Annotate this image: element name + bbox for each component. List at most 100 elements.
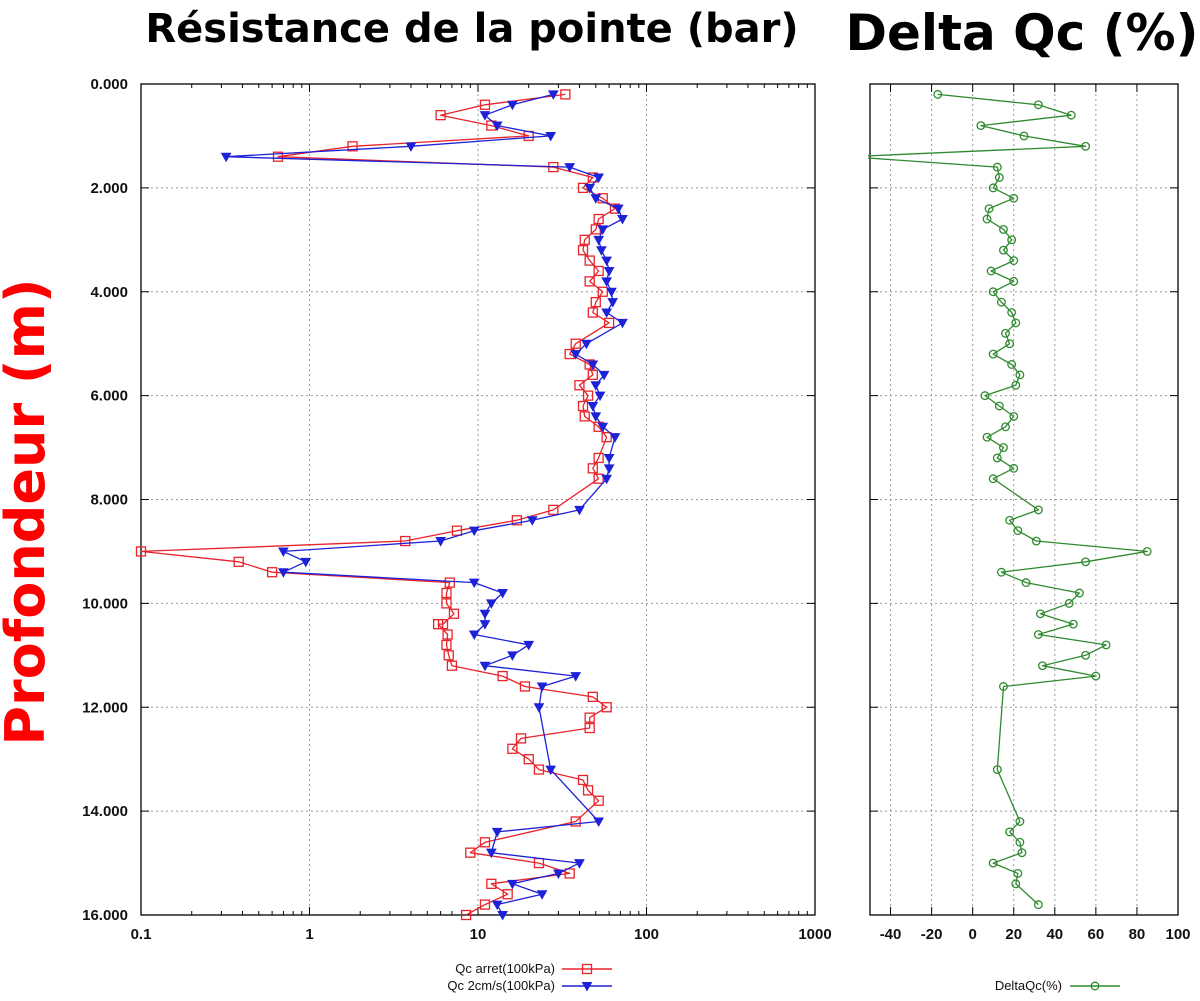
- y-tick-label: 12.000: [82, 699, 128, 716]
- data-point-qc-2cms: [601, 256, 612, 267]
- data-point-qc-2cms: [468, 526, 480, 537]
- data-point-qc-2cms: [587, 402, 599, 412]
- data-point-qc-2cms: [405, 142, 417, 152]
- data-point-qc-2cms: [584, 183, 596, 194]
- data-point-delta-qc: [999, 443, 1008, 453]
- data-point-qc-2cms: [564, 163, 576, 173]
- data-point-qc-arret: [511, 515, 522, 526]
- data-point-delta-qc: [1013, 526, 1023, 536]
- y-tick-label: 14.000: [82, 803, 128, 820]
- data-point-delta-qc: [1021, 578, 1031, 588]
- data-point-qc-arret: [441, 639, 452, 651]
- data-point-qc-arret: [587, 369, 598, 381]
- data-point-qc-2cms: [609, 433, 621, 443]
- data-point-qc-2cms: [606, 287, 617, 298]
- data-point-qc-2cms: [547, 90, 559, 100]
- data-point-qc-arret: [451, 525, 463, 536]
- data-point-delta-qc: [988, 287, 998, 297]
- x-tick-label: -40: [880, 926, 902, 943]
- data-point-qc-2cms: [590, 194, 602, 204]
- plot-frame: [869, 83, 1179, 916]
- data-point-qc-2cms: [593, 817, 605, 828]
- data-point-qc-2cms: [220, 152, 232, 163]
- x-tick-label: 100: [1165, 926, 1190, 943]
- data-point-qc-2cms: [491, 121, 503, 132]
- data-point-qc-arret: [601, 702, 612, 713]
- data-point-qc-2cms: [468, 578, 480, 589]
- legend-marker: [581, 963, 593, 975]
- data-point-qc-arret: [233, 556, 244, 567]
- data-point-qc-arret: [560, 89, 571, 100]
- data-point-qc-2cms: [601, 277, 612, 287]
- series-line-qc-2cms: [225, 93, 624, 916]
- data-point-delta-qc: [1015, 837, 1025, 847]
- data-point-delta-qc: [994, 173, 1004, 182]
- data-point-qc-2cms: [597, 225, 609, 235]
- data-point-delta-qc: [988, 349, 998, 359]
- x-tick-label: 1000: [798, 926, 831, 943]
- data-point-delta-qc: [1033, 100, 1043, 110]
- series-line-delta-qc: [868, 93, 1148, 906]
- data-point-qc-arret: [601, 432, 612, 443]
- data-point-delta-qc: [1005, 339, 1015, 349]
- data-point-qc-2cms: [574, 505, 585, 516]
- data-point-delta-qc: [1019, 131, 1029, 141]
- chart-title-right: Delta Qc (%): [846, 4, 1199, 62]
- data-point-delta-qc: [1091, 671, 1101, 681]
- data-point-qc-2cms: [594, 391, 606, 402]
- data-point-qc-arret: [272, 151, 284, 162]
- data-point-qc-2cms: [581, 339, 592, 350]
- data-point-qc-2cms: [612, 204, 624, 215]
- data-point-delta-qc: [996, 297, 1006, 307]
- data-point-qc-arret: [444, 577, 455, 588]
- data-point-qc-arret: [603, 317, 615, 329]
- data-point-qc-arret: [590, 296, 601, 308]
- x-tick-label: 1: [305, 926, 313, 943]
- data-point-delta-qc: [1011, 879, 1021, 889]
- data-point-qc-2cms: [590, 412, 602, 422]
- legend-marker: [581, 982, 593, 992]
- data-point-qc-arret: [479, 837, 491, 848]
- data-point-delta-qc: [1033, 630, 1043, 639]
- data-point-qc-arret: [507, 743, 518, 754]
- data-point-qc-arret: [515, 733, 527, 744]
- data-point-qc-arret: [135, 546, 147, 557]
- data-point-delta-qc: [999, 245, 1008, 255]
- x-tick-label: 100: [634, 926, 659, 943]
- data-point-delta-qc: [1007, 308, 1017, 317]
- data-point-qc-2cms: [300, 557, 312, 568]
- data-point-delta-qc: [988, 474, 998, 484]
- data-point-delta-qc: [1009, 256, 1019, 266]
- data-point-qc-arret: [584, 722, 595, 734]
- data-point-qc-2cms: [601, 474, 612, 485]
- data-point-qc-arret: [587, 691, 598, 703]
- data-point-delta-qc: [1005, 827, 1015, 837]
- data-point-qc-arret: [577, 400, 589, 412]
- data-point-delta-qc: [982, 214, 992, 224]
- data-point-qc-arret: [584, 712, 595, 723]
- data-point-delta-qc: [1001, 328, 1010, 338]
- data-point-qc-arret: [593, 452, 604, 464]
- series-group-delta: [846, 89, 1152, 910]
- x-tick-label: 40: [1046, 926, 1063, 943]
- data-point-delta-qc: [1017, 848, 1027, 858]
- data-point-delta-qc: [986, 266, 996, 276]
- legend-right: DeltaQc(%): [995, 978, 1120, 993]
- left-plot-area: 0.1 1 10 100 1000 0.000 2.000 4.000 6.000 8.000 10…: [82, 76, 832, 943]
- y-tick-label: 8.000: [90, 492, 128, 509]
- data-point-qc-arret: [460, 909, 472, 921]
- data-point-qc-arret: [584, 255, 595, 266]
- x-tick-label: -20: [921, 926, 943, 943]
- data-point-qc-2cms: [607, 298, 619, 308]
- data-point-qc-2cms: [603, 453, 615, 464]
- data-point-delta-qc: [846, 153, 854, 161]
- data-point-qc-arret: [486, 878, 497, 889]
- data-point-qc-2cms: [593, 235, 605, 246]
- x-tick-label: 0: [968, 926, 976, 943]
- data-point-delta-qc: [1066, 110, 1076, 120]
- data-point-qc-2cms: [278, 547, 289, 557]
- data-point-qc-arret: [593, 213, 604, 225]
- data-point-qc-arret: [400, 535, 411, 547]
- data-point-qc-arret: [584, 276, 595, 287]
- data-point-delta-qc: [992, 162, 1002, 172]
